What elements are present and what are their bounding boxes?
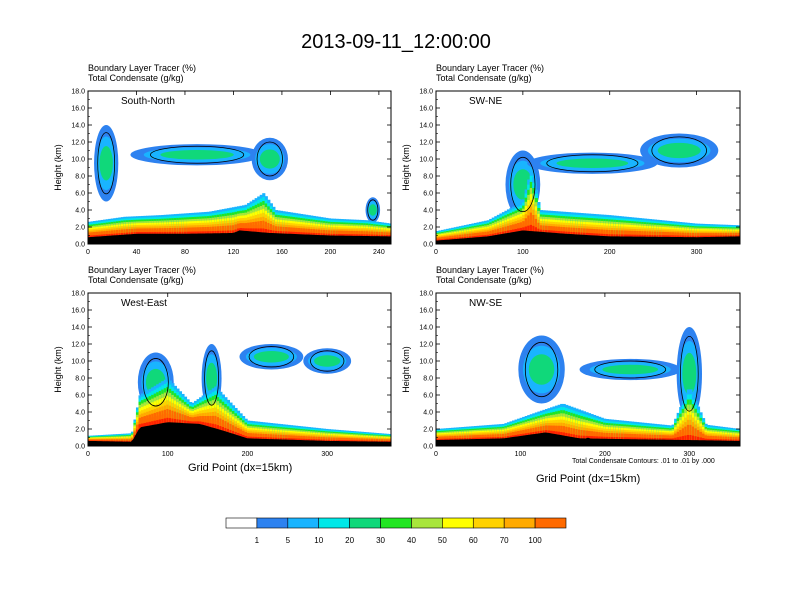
x-tick-label: 100 bbox=[162, 451, 174, 458]
cloud-feature-2-center bbox=[206, 362, 218, 394]
terrain bbox=[88, 422, 391, 446]
condensate-contour-4 bbox=[367, 199, 379, 221]
y-tick-label: 4.0 bbox=[75, 410, 85, 417]
y-tick-label: 18.0 bbox=[419, 89, 433, 96]
condensate-contour-1 bbox=[142, 358, 169, 407]
y-tick-label: 4.0 bbox=[75, 208, 85, 215]
x-tick-label: 0 bbox=[86, 249, 90, 256]
y-tick-label: 12.0 bbox=[71, 342, 85, 349]
condensate-contour-1 bbox=[510, 156, 536, 213]
terrain bbox=[436, 230, 740, 244]
cloud-feature-4-center bbox=[314, 355, 341, 367]
cloud-feature-3-center bbox=[682, 352, 697, 395]
panel-4-plot-area bbox=[436, 293, 740, 446]
y-tick-label: 8.0 bbox=[423, 174, 433, 181]
y-tick-label: 18.0 bbox=[71, 291, 85, 298]
x-tick-label: 200 bbox=[242, 451, 254, 458]
cloud-feature-1-center bbox=[528, 354, 555, 385]
y-axis-label: Height (km) bbox=[53, 346, 63, 393]
x-tick-label: 300 bbox=[321, 451, 333, 458]
x-tick-label: 200 bbox=[604, 249, 616, 256]
x-tick-label: 160 bbox=[276, 249, 288, 256]
panel-2-plot-area bbox=[436, 91, 740, 244]
y-tick-label: 10.0 bbox=[71, 359, 85, 366]
location-marker bbox=[589, 235, 596, 243]
x-tick-label: 120 bbox=[228, 249, 240, 256]
y-axis-label: Height (km) bbox=[401, 144, 411, 191]
condensate-contour-3 bbox=[256, 141, 283, 177]
y-tick-label: 14.0 bbox=[419, 123, 433, 130]
panel-1-plot-area bbox=[88, 91, 391, 244]
panel-1: South-North 0.0 2.0 4.0 6.0 8.0 10.0 12.0 14.0 16… bbox=[53, 89, 392, 256]
cloud-feature-1-center bbox=[99, 146, 113, 181]
y-tick-label: 12.0 bbox=[419, 140, 433, 147]
y-tick-label: 6.0 bbox=[75, 393, 85, 400]
location-marker bbox=[236, 235, 243, 243]
panel-3: West-East 0.0 2.0 4.0 6.0 8.0 10.0 12.0 14.0 16.0… bbox=[53, 291, 392, 458]
panel-label-background bbox=[119, 94, 177, 107]
cloud-feature-4-center bbox=[368, 204, 377, 216]
cloud-feature-3-center bbox=[259, 149, 280, 169]
x-tick-label: 300 bbox=[691, 249, 703, 256]
panel-4: NW-SE0.02.04.06.08.010.012.014.016.018.0… bbox=[401, 291, 741, 458]
condensate-contour-2 bbox=[546, 154, 639, 173]
cloud-feature-2-center bbox=[556, 158, 629, 169]
condensate-contour-2 bbox=[150, 145, 245, 164]
y-tick-label: 6.0 bbox=[423, 191, 433, 198]
panel-label: West-East bbox=[121, 298, 167, 309]
y-tick-label: 16.0 bbox=[71, 106, 85, 113]
panel-2: SW-NE 0.0 2.0 4.0 6.0 8.0 10.0 12.0 14.0 16.0 18.0… bbox=[401, 89, 741, 256]
condensate-contour-1 bbox=[97, 132, 116, 195]
x-tick-label: 240 bbox=[373, 249, 385, 256]
y-tick-label: 0.0 bbox=[423, 242, 433, 249]
cloud-feature-3-center bbox=[657, 142, 701, 159]
panel-label-background bbox=[119, 296, 170, 309]
y-tick-label: 16.0 bbox=[419, 106, 433, 113]
condensate-contour-2 bbox=[204, 350, 219, 406]
y-tick-label: 8.0 bbox=[75, 376, 85, 383]
y-tick-label: 6.0 bbox=[75, 191, 85, 198]
x-tick-label: 200 bbox=[325, 249, 337, 256]
y-axis-label: Height (km) bbox=[53, 144, 63, 191]
panel-label: South-North bbox=[121, 96, 175, 107]
panel-3-plot-area bbox=[88, 293, 391, 446]
y-tick-label: 12.0 bbox=[71, 140, 85, 147]
y-tick-label: 4.0 bbox=[423, 208, 433, 215]
panel-label: SW-NE bbox=[469, 96, 502, 107]
x-tick-label: 0 bbox=[86, 451, 90, 458]
cloud-feature-3-center bbox=[253, 351, 289, 363]
y-tick-label: 14.0 bbox=[71, 325, 85, 332]
y-tick-label: 10.0 bbox=[71, 157, 85, 164]
x-tick-label: 0 bbox=[434, 249, 438, 256]
cloud-feature-2-center bbox=[602, 364, 659, 375]
condensate-contour-3 bbox=[248, 346, 295, 368]
y-tick-label: 0.0 bbox=[75, 242, 85, 249]
x-tick-label: 100 bbox=[517, 249, 529, 256]
panel-label-background bbox=[467, 94, 505, 107]
location-marker bbox=[240, 437, 247, 445]
cloud-feature-2-center bbox=[160, 149, 234, 160]
y-tick-label: 2.0 bbox=[423, 225, 433, 232]
y-tick-label: 2.0 bbox=[75, 225, 85, 232]
y-tick-label: 18.0 bbox=[71, 89, 85, 96]
condensate-contour-4 bbox=[310, 350, 345, 372]
x-tick-label: 80 bbox=[181, 249, 189, 256]
y-tick-label: 0.0 bbox=[75, 444, 85, 451]
y-tick-label: 10.0 bbox=[419, 157, 433, 164]
y-tick-label: 2.0 bbox=[75, 427, 85, 434]
y-tick-label: 14.0 bbox=[71, 123, 85, 130]
y-tick-label: 16.0 bbox=[71, 308, 85, 315]
x-tick-label: 40 bbox=[133, 249, 141, 256]
y-tick-label: 8.0 bbox=[75, 174, 85, 181]
condensate-contour-3 bbox=[651, 136, 707, 165]
